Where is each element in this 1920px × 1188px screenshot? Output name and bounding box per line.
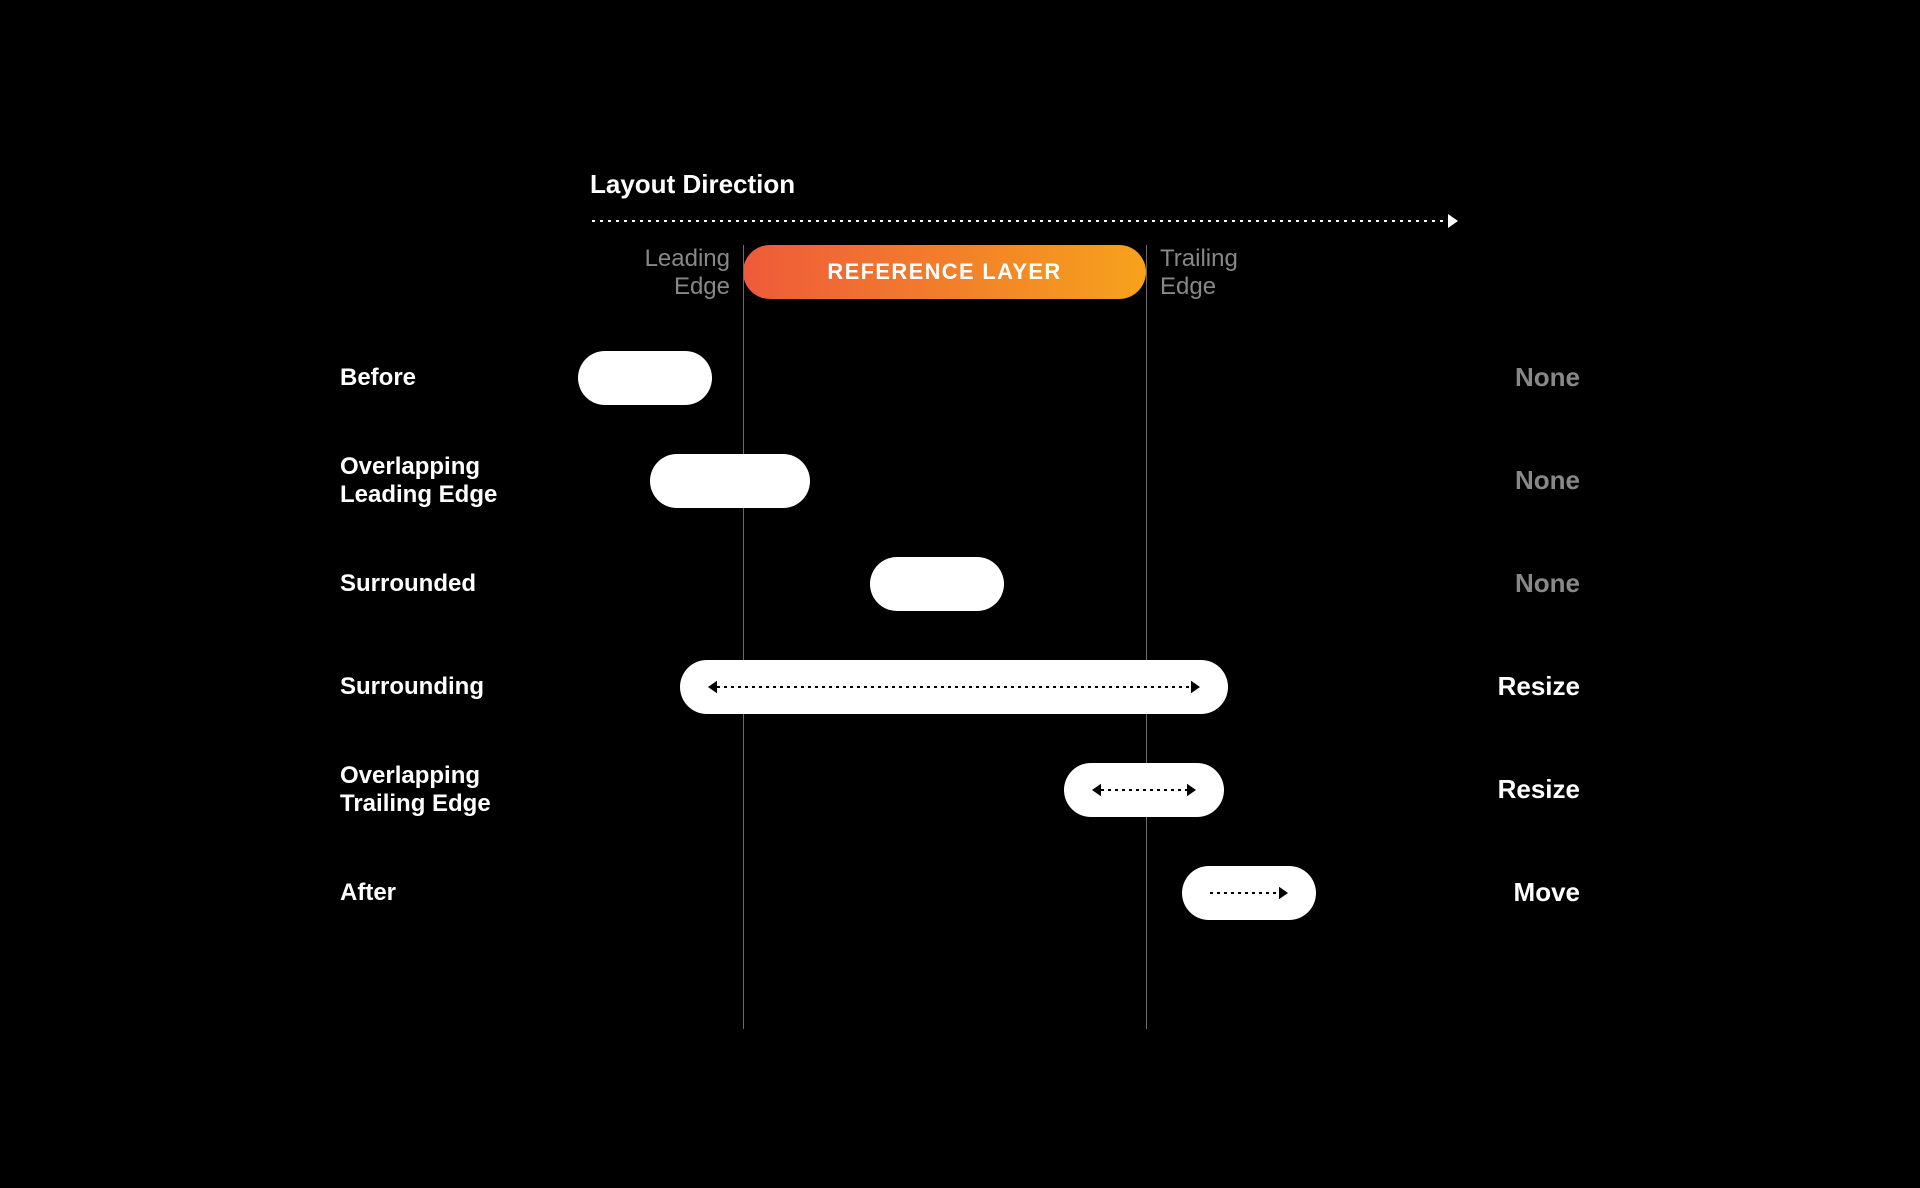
row-label-0: Before <box>340 364 416 392</box>
leading-guide-line <box>743 245 744 1029</box>
layout-direction-diagram: Layout DirectionLeadingEdgeTrailingEdgeR… <box>340 159 1580 1029</box>
case-pill-1 <box>650 454 810 508</box>
pill-arrow-5 <box>1182 866 1316 920</box>
row-label-line2: Trailing Edge <box>340 790 491 818</box>
direction-title: Layout Direction <box>590 169 795 200</box>
result-label-0: None <box>1440 362 1580 393</box>
row-label-line1: Surrounding <box>340 673 484 700</box>
row-label-5: After <box>340 879 396 907</box>
leading-edge-label: LeadingEdge <box>610 245 730 300</box>
trailing-line2: Edge <box>1160 273 1216 300</box>
trailing-line1: Trailing <box>1160 245 1238 272</box>
row-label-line1: Overlapping <box>340 762 480 789</box>
row-label-2: Surrounded <box>340 570 476 598</box>
row-label-line1: Overlapping <box>340 453 480 480</box>
result-label-4: Resize <box>1440 774 1580 805</box>
pill-arrow-4 <box>1064 763 1224 817</box>
row-label-line1: Before <box>340 364 416 391</box>
result-label-3: Resize <box>1440 671 1580 702</box>
result-label-1: None <box>1440 465 1580 496</box>
trailing-guide-line <box>1146 245 1147 1029</box>
row-label-line1: Surrounded <box>340 570 476 597</box>
result-label-2: None <box>1440 568 1580 599</box>
row-label-line1: After <box>340 879 396 906</box>
row-label-3: Surrounding <box>340 673 484 701</box>
result-label-5: Move <box>1440 877 1580 908</box>
row-label-1: OverlappingLeading Edge <box>340 453 497 508</box>
leading-line1: Leading <box>645 245 730 272</box>
trailing-edge-label: TrailingEdge <box>1160 245 1280 300</box>
row-label-line2: Leading Edge <box>340 481 497 509</box>
case-pill-2 <box>870 557 1004 611</box>
leading-line2: Edge <box>674 273 730 300</box>
case-pill-0 <box>578 351 712 405</box>
direction-arrow <box>590 211 1460 231</box>
pill-arrow-3 <box>680 660 1228 714</box>
reference-layer-pill: REFERENCE LAYER <box>743 245 1146 299</box>
row-label-4: OverlappingTrailing Edge <box>340 762 491 817</box>
